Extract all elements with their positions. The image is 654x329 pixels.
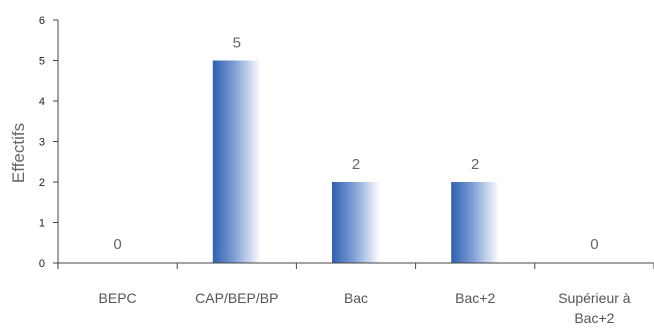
bar xyxy=(212,60,261,263)
category-label: Supérieur à xyxy=(558,290,631,306)
data-labels: 0 5 2 2 0 xyxy=(113,35,598,254)
bar xyxy=(332,182,380,263)
category-label: Bac xyxy=(344,290,368,306)
category-labels: BEPC CAP/BEP/BP Bac Bac+2 Supérieur à Bac+2 xyxy=(99,290,631,326)
y-tick-label: 2 xyxy=(39,177,45,189)
y-axis-ticks: 0 1 2 3 4 5 6 xyxy=(39,15,58,270)
y-axis-title: Effectifs xyxy=(9,123,28,183)
x-axis-ticks xyxy=(57,263,654,269)
y-tick-label: 0 xyxy=(39,258,45,270)
data-label: 0 xyxy=(590,236,598,253)
category-label: CAP/BEP/BP xyxy=(195,290,278,306)
y-tick-label: 3 xyxy=(39,137,45,149)
bar xyxy=(451,182,500,263)
data-label: 2 xyxy=(471,156,479,173)
y-tick-label: 1 xyxy=(39,218,45,230)
bar-series xyxy=(212,60,500,263)
data-label: 2 xyxy=(352,156,360,173)
data-label: 5 xyxy=(233,35,241,52)
y-tick-label: 6 xyxy=(39,15,45,27)
category-label: Bac+2 xyxy=(455,290,495,306)
y-tick-label: 5 xyxy=(39,56,45,68)
category-label: Bac+2 xyxy=(574,310,614,326)
data-label: 0 xyxy=(113,236,121,253)
category-label: BEPC xyxy=(99,290,137,306)
y-tick-label: 4 xyxy=(39,96,45,108)
